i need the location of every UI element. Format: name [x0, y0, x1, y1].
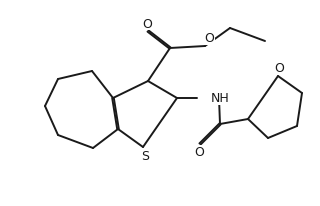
Text: O: O — [274, 62, 284, 75]
Text: O: O — [142, 18, 152, 30]
Text: O: O — [194, 146, 204, 159]
Text: NH: NH — [211, 92, 230, 105]
Text: S: S — [141, 149, 149, 162]
Text: O: O — [204, 32, 214, 45]
